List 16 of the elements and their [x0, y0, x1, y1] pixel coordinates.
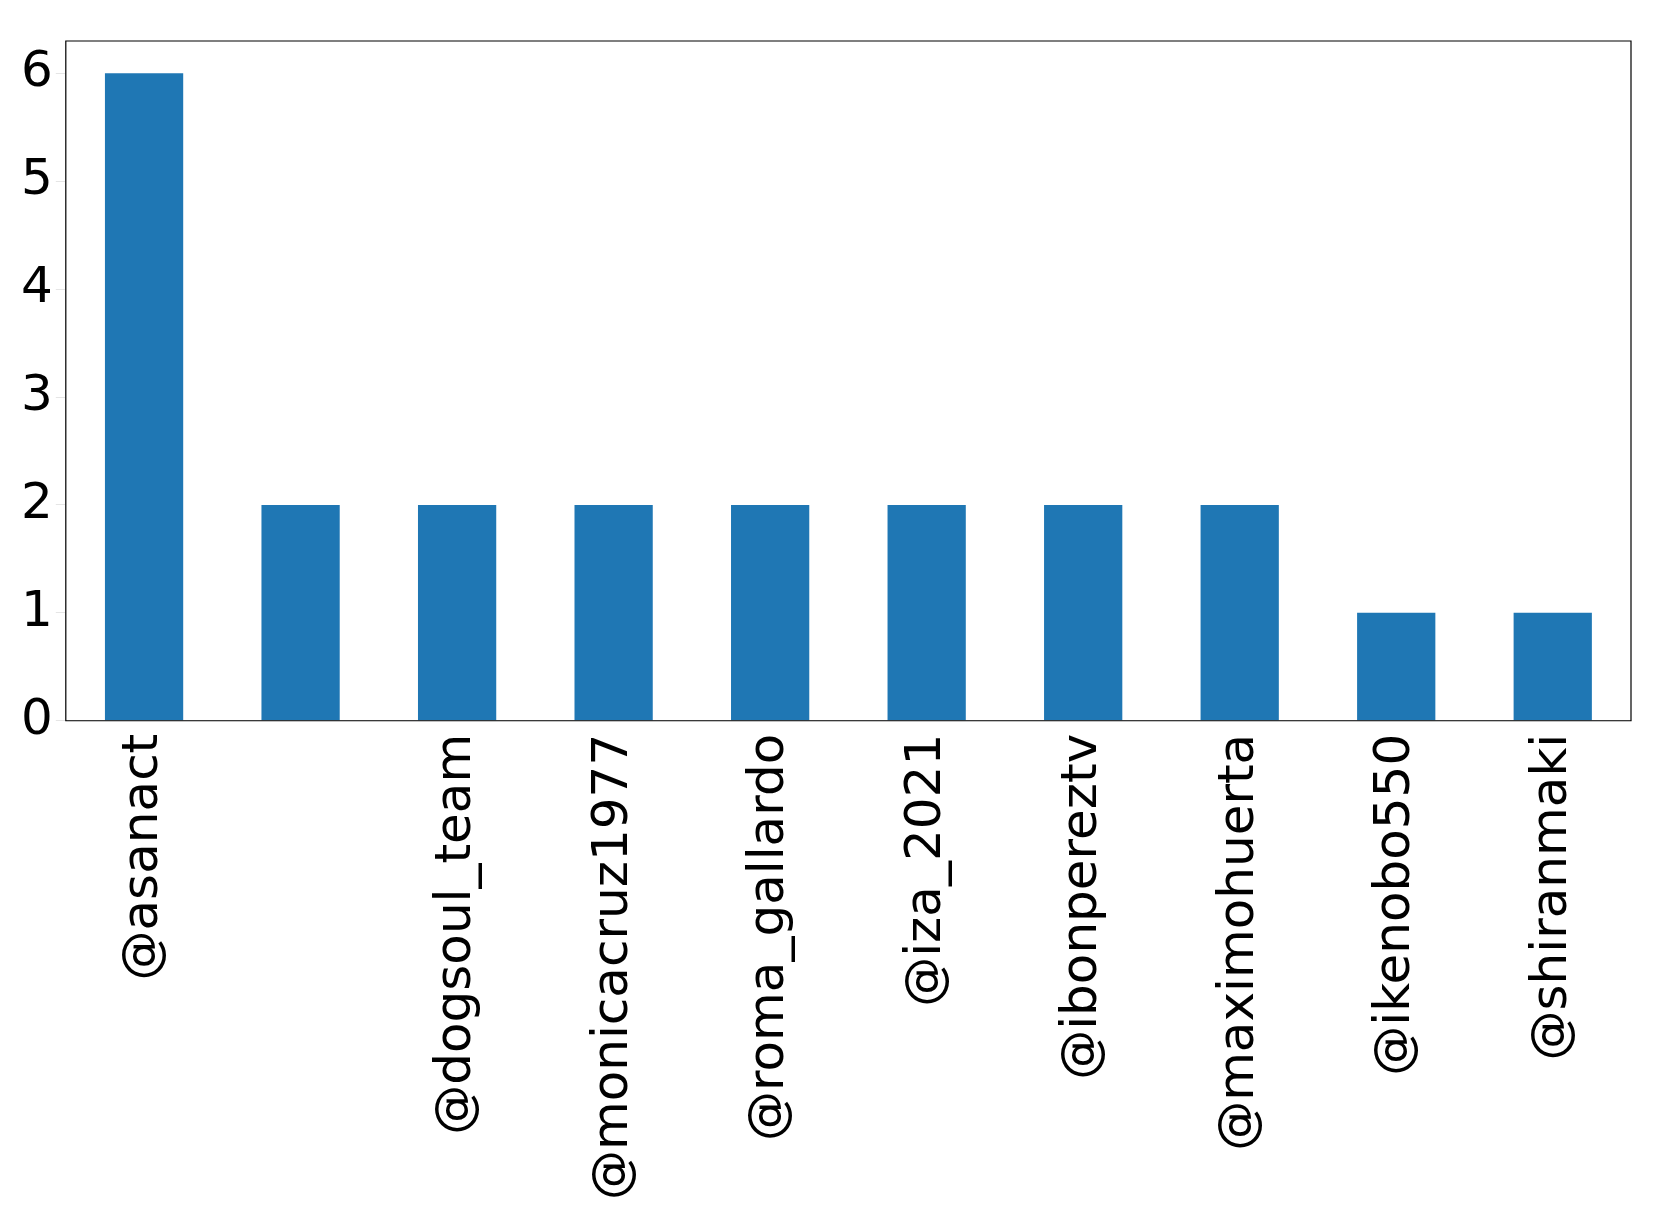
x-tick-label: @roma_gallardo [737, 733, 796, 1141]
x-tick-label: @ibonpereztv [1050, 733, 1109, 1080]
x-tick-label: @maximohuerta [1206, 733, 1265, 1151]
y-tick-label: 0 [21, 687, 53, 746]
y-tick-label: 2 [21, 471, 53, 530]
y-tick-label: 5 [21, 148, 53, 207]
x-tick-label: @ikenobo550 [1363, 733, 1422, 1076]
y-tick-label: 4 [21, 256, 53, 315]
x-tick-label: @dogsoul_team [424, 733, 483, 1135]
x-tick-label: @monicacruz1977 [580, 733, 639, 1201]
y-tick-label: 3 [21, 364, 53, 423]
x-tick-label: @asanact [111, 733, 170, 981]
y-tick-label: 6 [21, 40, 53, 99]
y-tick-label: 1 [21, 579, 53, 638]
x-tick-label: @shiranmaki [1519, 733, 1578, 1061]
x-tick-label: @iza_2021 [893, 733, 952, 1007]
